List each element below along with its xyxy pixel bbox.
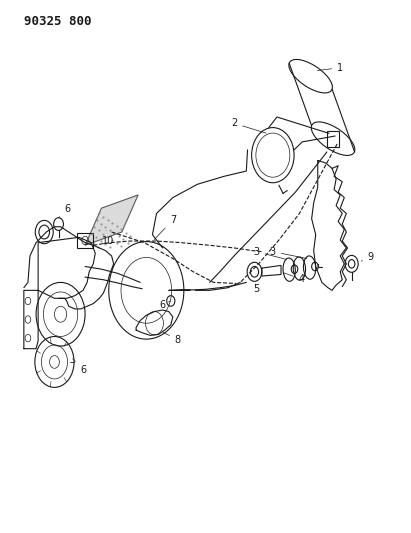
Text: 7: 7 — [154, 215, 176, 239]
Polygon shape — [85, 195, 138, 245]
Text: 6: 6 — [58, 204, 71, 217]
Text: 10: 10 — [102, 230, 115, 246]
Text: 1: 1 — [317, 63, 343, 72]
Text: 6: 6 — [73, 359, 86, 375]
Text: 3: 3 — [254, 247, 286, 260]
Text: 5: 5 — [254, 284, 260, 294]
Text: 9: 9 — [361, 252, 374, 262]
Text: 2: 2 — [231, 118, 266, 133]
Text: 3: 3 — [270, 247, 307, 259]
Text: 90325 800: 90325 800 — [24, 14, 91, 28]
Text: 6: 6 — [159, 300, 171, 310]
Text: 4: 4 — [284, 273, 305, 284]
Text: 8: 8 — [163, 333, 181, 345]
